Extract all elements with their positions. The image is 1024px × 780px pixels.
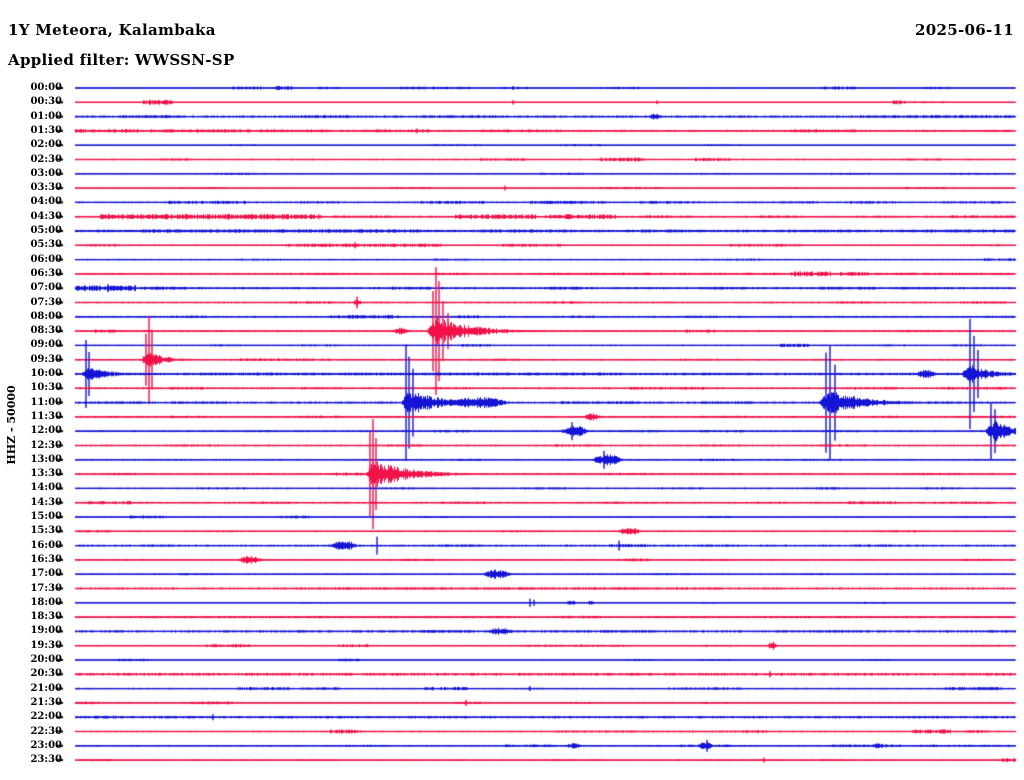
time-label: 06:00 [30,253,62,265]
time-label: 02:30 [30,153,62,165]
time-label: 18:00 [30,596,62,608]
time-label: 02:00 [30,139,62,151]
time-label: 17:00 [30,568,62,580]
time-label: 08:30 [30,325,62,337]
time-label: 07:00 [30,282,62,294]
date-label: 2025-06-11 [915,21,1014,39]
time-label: 11:30 [30,410,62,422]
time-label: 23:00 [30,739,62,751]
time-label: 00:30 [30,96,62,108]
time-label: 10:00 [30,368,62,379]
time-label: 14:00 [30,482,62,494]
time-label: 22:30 [30,725,62,737]
time-label: 13:00 [30,453,62,465]
time-label: 18:30 [30,611,62,623]
time-label: 20:00 [30,654,62,665]
time-label: 23:30 [30,754,62,766]
time-label: 00:00 [30,82,62,93]
time-label: 01:00 [30,110,62,122]
time-label: 12:00 [30,425,62,437]
time-label: 04:00 [30,196,62,208]
time-label: 01:30 [30,124,62,136]
time-label: 19:30 [30,639,62,651]
time-label: 17:30 [30,582,62,594]
time-label: 09:30 [30,353,62,365]
time-label: 10:30 [30,382,62,394]
time-label: 04:30 [30,210,62,222]
station-title: 1Y Meteora, Kalambaka [8,21,216,39]
time-label: 03:30 [30,182,62,194]
time-label: 16:00 [30,539,62,551]
time-label: 20:30 [30,668,62,680]
time-label: 19:00 [30,625,62,637]
time-label: 21:30 [30,696,62,708]
time-label: 09:00 [30,339,62,351]
time-label: 13:30 [30,468,62,480]
time-label: 06:30 [30,267,62,279]
time-label: 05:30 [30,239,62,251]
time-label: 21:00 [30,682,62,694]
time-label: 08:00 [30,310,62,322]
time-label: 11:00 [30,396,62,408]
filter-label: Applied filter: WWSSN-SP [8,51,235,69]
time-label: 14:30 [30,496,62,508]
time-label: 07:30 [30,296,62,308]
time-label: 15:30 [30,525,62,537]
time-label: 12:30 [30,439,62,451]
time-label: 05:00 [30,225,62,236]
time-label: 03:00 [30,167,62,179]
time-label: 15:00 [30,511,62,522]
time-label: 22:00 [30,711,62,723]
time-label: 16:30 [30,553,62,565]
